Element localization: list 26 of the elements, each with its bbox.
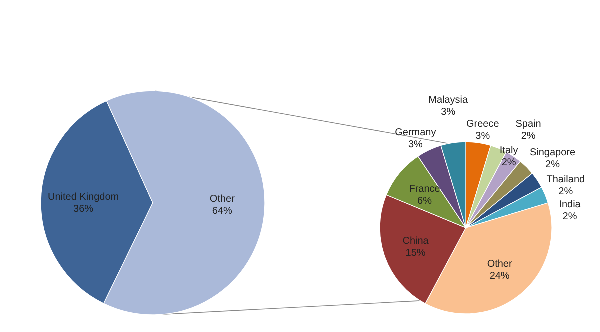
data-label: 3% [476, 131, 490, 142]
slice-label: Germany [395, 128, 436, 139]
slice-label: India [559, 200, 582, 211]
slice-label: United Kingdom [48, 192, 120, 204]
slice-label: France [409, 184, 441, 196]
data-label: 2% [546, 159, 560, 170]
slice-label: Greece [466, 119, 500, 130]
slice-label: China [402, 236, 430, 247]
data-label: 2% [558, 186, 574, 198]
data-label: 2% [502, 158, 516, 169]
data-label: 24% [490, 271, 510, 282]
slice-label: Malaysia [428, 95, 469, 106]
slice-label: Other [210, 194, 236, 205]
data-label: 3% [408, 140, 424, 151]
slice-label: Italy [500, 146, 518, 157]
slice-label: Singapore [530, 147, 576, 158]
data-label: 3% [441, 107, 456, 118]
slice-label: Thailand [546, 174, 586, 186]
data-label: 15% [406, 248, 426, 259]
data-label: 2% [521, 130, 536, 142]
data-label: 36% [74, 204, 94, 216]
data-label: 64% [212, 206, 233, 217]
slice-label: Spain [516, 118, 542, 130]
data-label: 2% [562, 212, 578, 223]
slice-label: Other [487, 259, 513, 270]
data-label: 6% [418, 196, 432, 208]
